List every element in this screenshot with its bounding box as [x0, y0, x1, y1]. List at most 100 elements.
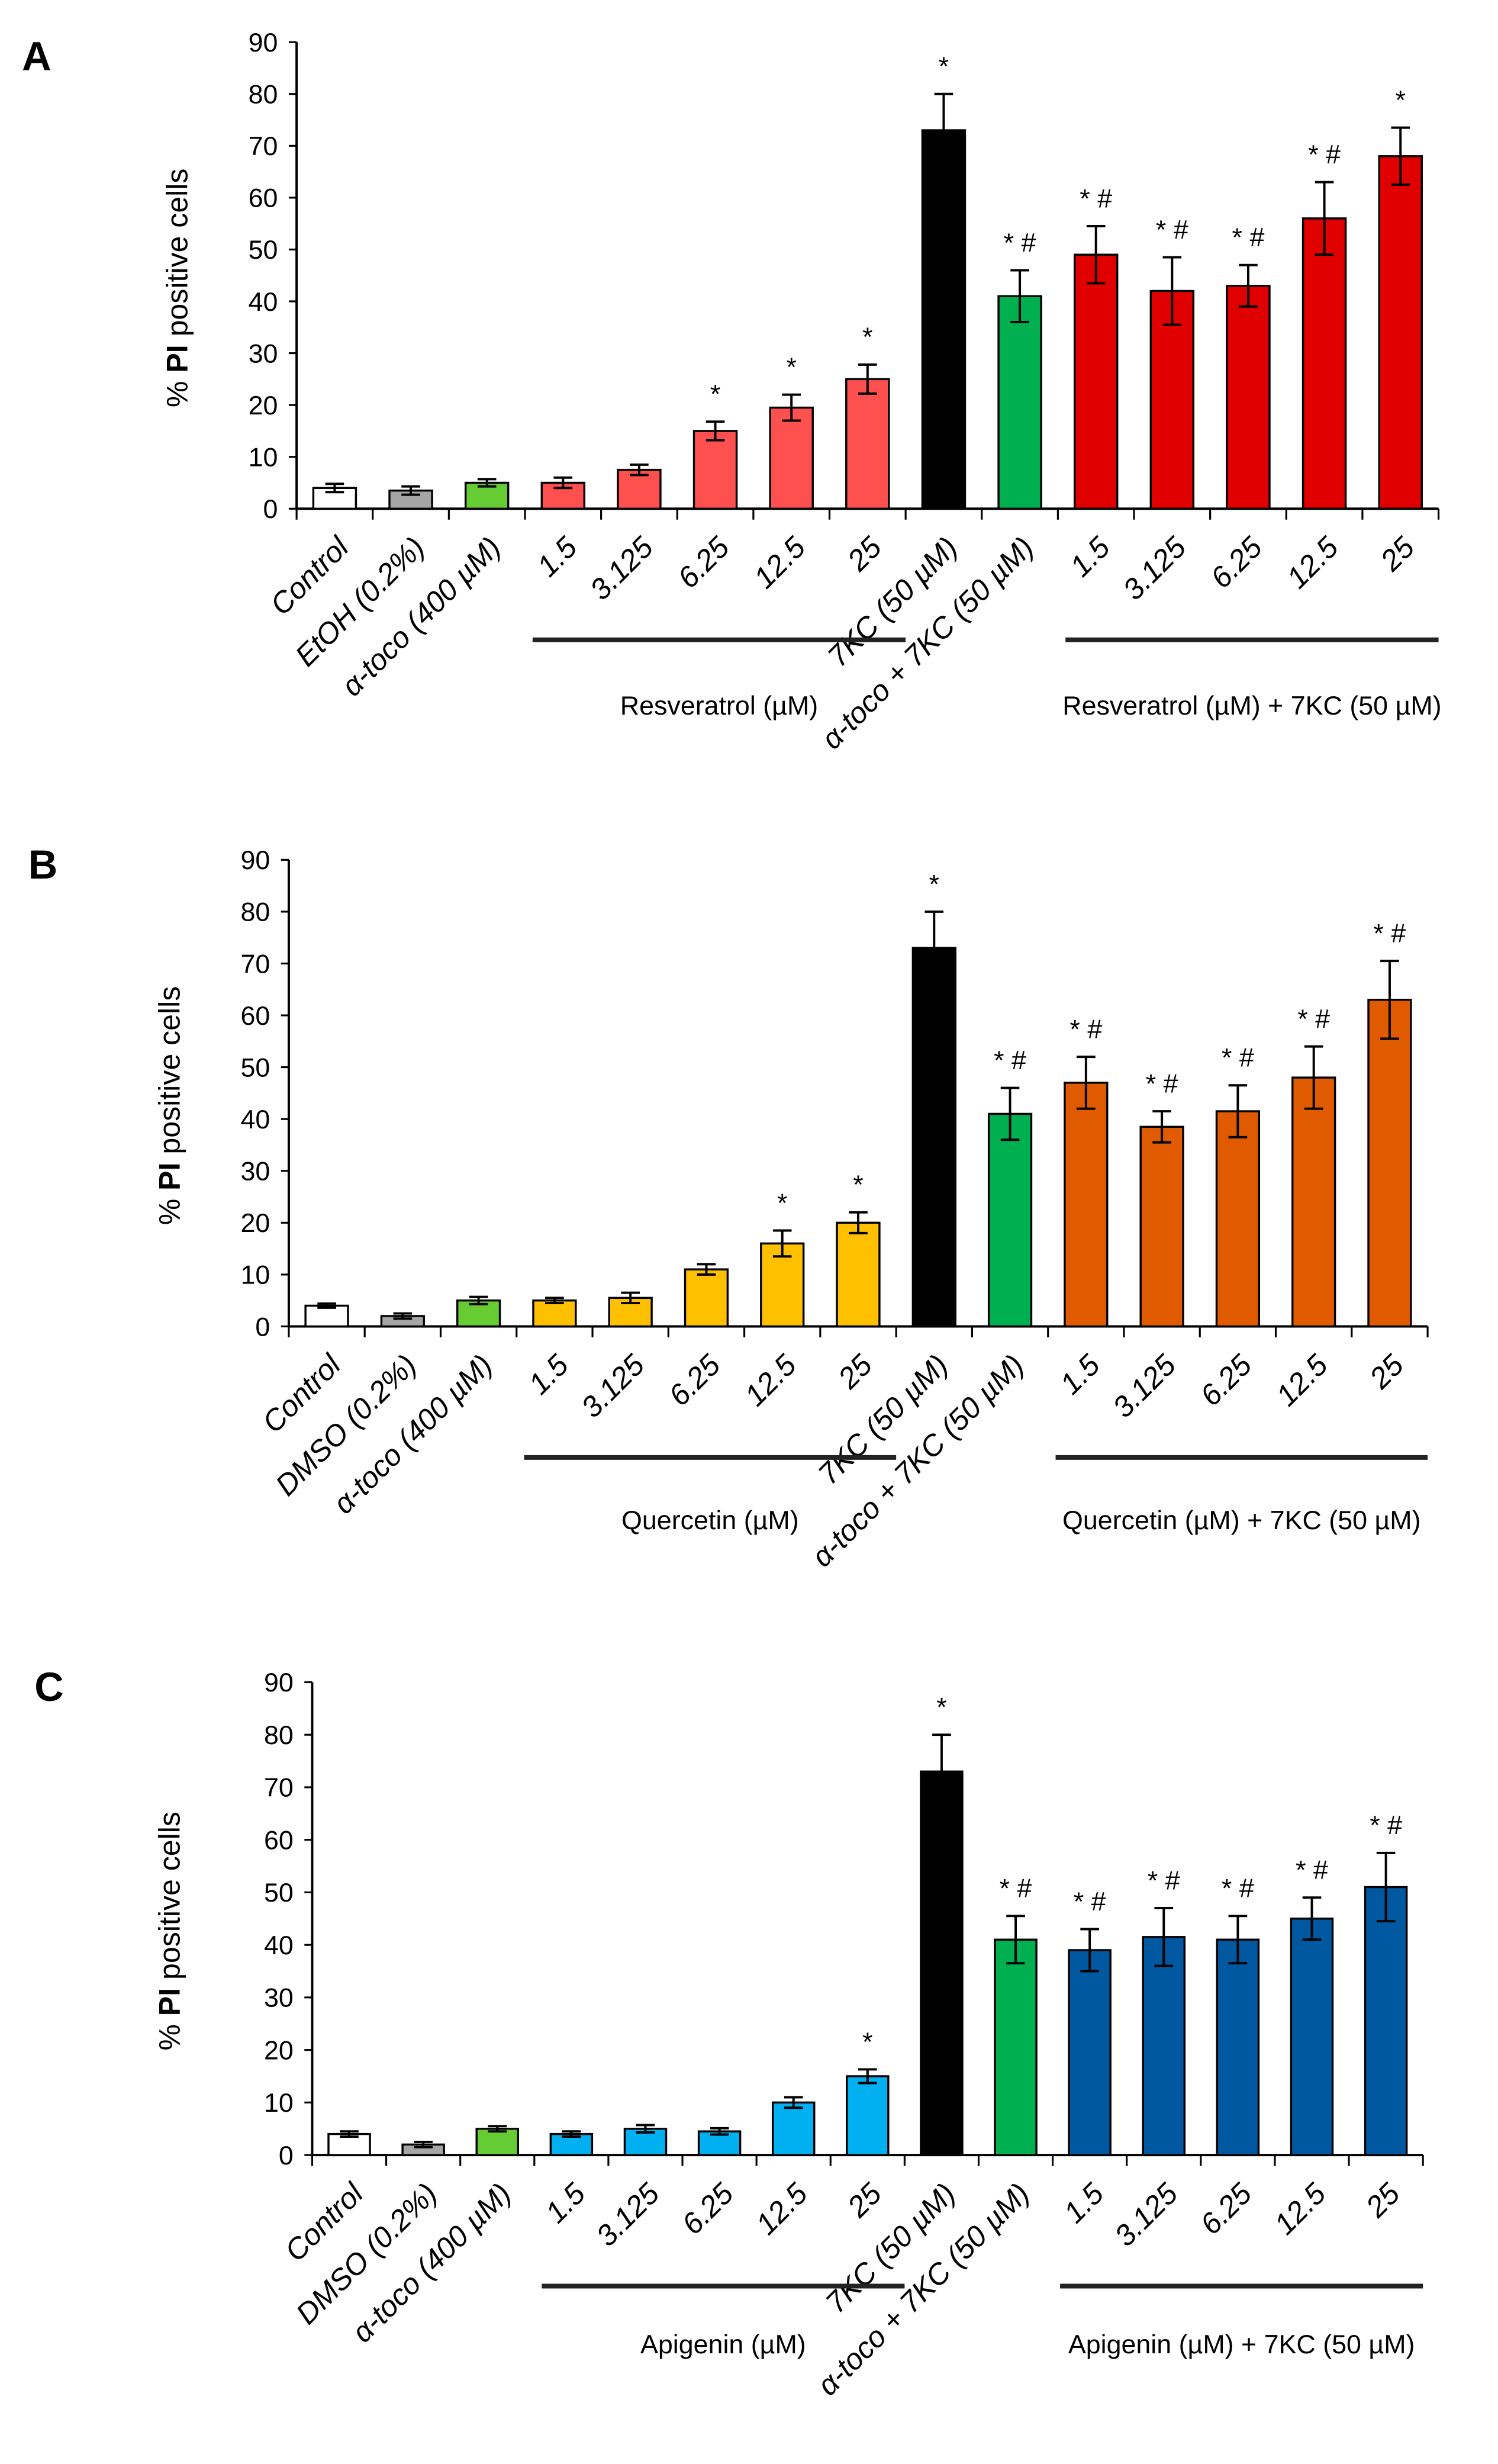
significance-label: * #: [1374, 918, 1406, 948]
bar: [1290, 1918, 1334, 2156]
bar: [994, 1938, 1038, 2156]
y-axis-label-part: %: [153, 1191, 186, 1225]
significance-label: * #: [1080, 184, 1112, 213]
bar: [845, 378, 890, 510]
significance-label: *: [862, 322, 872, 352]
significance-label: * #: [1146, 1069, 1178, 1098]
x-tick-label: 6.25: [1204, 530, 1269, 595]
bar: [836, 1221, 881, 1328]
y-tick-label: 20: [240, 1208, 270, 1238]
x-tick-label: 1.5: [1054, 1348, 1106, 1401]
group-label: Quercetin (µM) + 7KC (50 µM): [1062, 1506, 1421, 1535]
x-tick-label: 3.125: [575, 1348, 650, 1424]
x-tick-label: 6.25: [662, 1348, 727, 1413]
x-tick-label: 12.5: [749, 2177, 814, 2241]
bar: [1378, 155, 1423, 510]
bar: [1064, 1082, 1109, 1328]
significance-label: * #: [1370, 1810, 1402, 1840]
y-axis-label: % PI positive cells: [161, 169, 194, 408]
significance-label: *: [929, 869, 939, 899]
bar: [1364, 1886, 1408, 2156]
significance-label: * #: [994, 1046, 1026, 1075]
panel-letter: C: [34, 1664, 63, 1710]
y-axis-label: % PI positive cells: [153, 1812, 186, 2051]
y-tick-label: 70: [264, 1773, 294, 1803]
significance-label: * #: [1222, 1043, 1254, 1073]
group-label: Quercetin (µM): [621, 1506, 799, 1535]
y-tick-label: 40: [240, 1105, 270, 1134]
significance-label: * #: [1296, 1855, 1328, 1885]
bar: [1367, 999, 1412, 1328]
significance-label: *: [862, 2027, 872, 2057]
significance-label: * #: [1156, 215, 1188, 245]
significance-label: * #: [1004, 228, 1036, 258]
y-tick-label: 40: [264, 1931, 294, 1960]
bar: [1291, 1076, 1336, 1328]
significance-label: * #: [1000, 1874, 1032, 1903]
y-tick-label: 50: [249, 235, 278, 265]
y-tick-label: 30: [249, 339, 278, 368]
bar: [1216, 1938, 1260, 2156]
significance-label: * #: [1222, 1874, 1254, 1903]
x-tick-label: 1.5: [1064, 530, 1116, 583]
significance-label: * #: [1232, 223, 1265, 252]
x-tick-label: 6.25: [675, 2177, 740, 2241]
x-tick-label: 1.5: [1057, 2177, 1110, 2230]
significance-label: * #: [1308, 140, 1341, 169]
y-axis-label-part: positive cells: [161, 169, 194, 345]
significance-label: * #: [1297, 1004, 1330, 1034]
significance-label: * #: [1069, 1014, 1102, 1044]
x-tick-label: 25: [1362, 1348, 1410, 1395]
y-tick-label: 40: [249, 287, 278, 317]
x-tick-label: 3.125: [1106, 1348, 1182, 1424]
x-tick-label: 3.125: [1116, 530, 1192, 606]
panel-letter: B: [28, 842, 57, 887]
y-tick-label: 60: [249, 184, 278, 213]
bar: [846, 2075, 890, 2156]
bar: [692, 430, 738, 510]
significance-label: *: [939, 52, 949, 81]
y-tick-label: 50: [240, 1053, 270, 1082]
significance-label: *: [936, 1693, 946, 1722]
panel-letter: A: [22, 34, 51, 79]
y-tick-label: 0: [279, 2141, 294, 2170]
x-tick-label: 12.5: [748, 530, 812, 595]
x-tick-label: 12.5: [738, 1348, 803, 1413]
y-axis-label: % PI positive cells: [153, 986, 186, 1225]
y-tick-label: 30: [264, 1983, 294, 2013]
y-tick-label: 0: [263, 494, 278, 524]
x-tick-label: 1.5: [522, 1348, 575, 1401]
bar: [1073, 253, 1119, 510]
bar: [1142, 1936, 1186, 2156]
x-tick-label: 25: [1359, 2177, 1406, 2224]
significance-label: *: [777, 1188, 787, 1218]
y-tick-label: 60: [264, 1825, 294, 1855]
x-tick-label: 1.5: [539, 2177, 592, 2230]
significance-label: *: [710, 379, 720, 409]
y-tick-label: 70: [240, 949, 270, 979]
x-tick-label: 3.125: [589, 2177, 665, 2253]
x-tick-label: 12.5: [1270, 1348, 1334, 1413]
bar: [769, 406, 814, 510]
significance-label: *: [786, 352, 796, 382]
x-tick-label: 6.25: [1194, 1348, 1258, 1413]
y-tick-label: 20: [249, 391, 278, 420]
bar: [1139, 1125, 1184, 1328]
y-tick-label: 0: [255, 1312, 270, 1342]
y-axis-label-part: positive cells: [153, 1812, 186, 1988]
x-tick-label: 6.25: [1194, 2177, 1258, 2241]
group-label: Apigenin (µM) + 7KC (50 µM): [1068, 2330, 1415, 2359]
y-tick-label: 10: [240, 1260, 270, 1290]
bar: [771, 2101, 816, 2156]
x-tick-label: 25: [840, 530, 888, 578]
significance-label: * #: [1074, 1887, 1106, 1916]
bar: [1215, 1110, 1261, 1328]
significance-label: * #: [1148, 1865, 1180, 1895]
group-label: Resveratrol (µM) + 7KC (50 µM): [1062, 691, 1441, 720]
y-axis-label-part: %: [153, 2016, 186, 2050]
bar: [911, 947, 956, 1328]
